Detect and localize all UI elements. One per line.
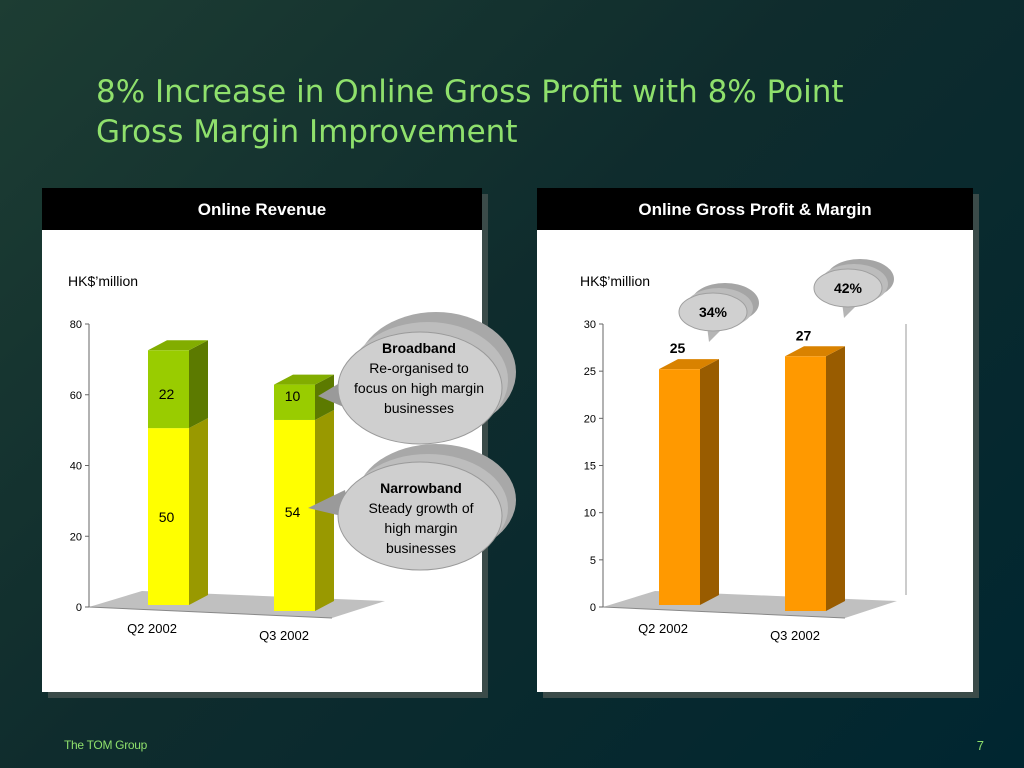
- bar-value-q3-2002: [785, 356, 826, 611]
- gross-profit-panel: Online Gross Profit & Margin HK$’million…: [537, 188, 973, 692]
- title-line-2: Gross Margin Improvement: [96, 114, 518, 150]
- y-tick-label: 0: [590, 602, 596, 614]
- bar-data-label: 27: [796, 327, 812, 343]
- y-tick-label: 0: [76, 602, 82, 614]
- broadband-callout: Broadband Re-organised to focus on high …: [340, 338, 498, 418]
- x-category-label: Q3 2002: [259, 628, 309, 643]
- broadband-callout-text: Re-organised to focus on high margin bus…: [354, 360, 484, 416]
- bar-top: [659, 359, 719, 370]
- bar-data-label: 54: [285, 504, 301, 520]
- online-revenue-panel: Online Revenue HK$’million 0 20 40 60 80 50 22…: [42, 188, 482, 692]
- y-tick-label: 20: [70, 531, 82, 543]
- narrowband-callout-title: Narrowband: [380, 480, 462, 496]
- page-number: 7: [976, 738, 984, 753]
- narrowband-callout: Narrowband Steady growth of high margin …: [340, 478, 502, 558]
- bar-top: [785, 346, 845, 357]
- x-category-label: Q2 2002: [638, 621, 688, 636]
- bar-broadband-q3-2002: [274, 384, 315, 420]
- gross-profit-chart: HK$’million 0 5 10 15 20 25 30 25 Q2 2002 27 Q3 20…: [580, 259, 907, 643]
- narrowband-callout-text: Steady growth of high margin businesses: [368, 500, 474, 556]
- bar-data-label: 22: [159, 386, 175, 402]
- bar-side: [189, 340, 208, 429]
- bar-side: [826, 346, 845, 611]
- online-revenue-header: Online Revenue: [42, 188, 482, 230]
- y-tick-label: 20: [584, 413, 596, 425]
- y-tick-label: 30: [584, 319, 596, 331]
- right-unit-label: HK$’million: [580, 273, 650, 289]
- y-tick-label: 5: [590, 555, 596, 567]
- margin-percent-label: 34%: [699, 304, 728, 320]
- bar-top: [148, 340, 208, 351]
- bar-data-label: 10: [285, 388, 301, 404]
- y-tick-label: 80: [70, 319, 82, 331]
- bar-broadband-q2-2002: [148, 350, 189, 429]
- slide-title: 8% Increase in Online Gross Profit with …: [96, 72, 916, 152]
- y-tick-label: 40: [70, 461, 82, 473]
- margin-bubble: [813, 268, 883, 308]
- margin-percent-label: 42%: [834, 280, 863, 296]
- y-tick-label: 10: [584, 508, 596, 520]
- x-category-label: Q2 2002: [127, 621, 177, 636]
- margin-bubble: [678, 292, 748, 332]
- bar-data-label: 25: [670, 340, 686, 356]
- x-category-label: Q3 2002: [770, 628, 820, 643]
- gross-profit-header: Online Gross Profit & Margin: [537, 188, 973, 230]
- bar-side: [315, 409, 334, 611]
- footer-company: The TOM Group: [64, 738, 148, 752]
- bar-side: [189, 418, 208, 605]
- left-unit-label: HK$’million: [68, 273, 138, 289]
- x-axis-line: [602, 606, 846, 619]
- y-tick-label: 25: [584, 366, 596, 378]
- title-line-1: 8% Increase in Online Gross Profit with …: [96, 74, 844, 110]
- y-tick-label: 15: [584, 461, 596, 473]
- bar-narrowband-q2-2002: [148, 428, 189, 605]
- broadband-callout-title: Broadband: [382, 340, 456, 356]
- y-tick-label: 60: [70, 390, 82, 402]
- bar-side: [700, 359, 719, 605]
- bar-data-label: 50: [159, 509, 175, 525]
- bar-value-q2-2002: [659, 369, 700, 605]
- online-revenue-chart: HK$’million 0 20 40 60 80 50 22 Q2 2002 54 10 Q3 2…: [68, 273, 385, 643]
- x-axis-line: [88, 606, 333, 619]
